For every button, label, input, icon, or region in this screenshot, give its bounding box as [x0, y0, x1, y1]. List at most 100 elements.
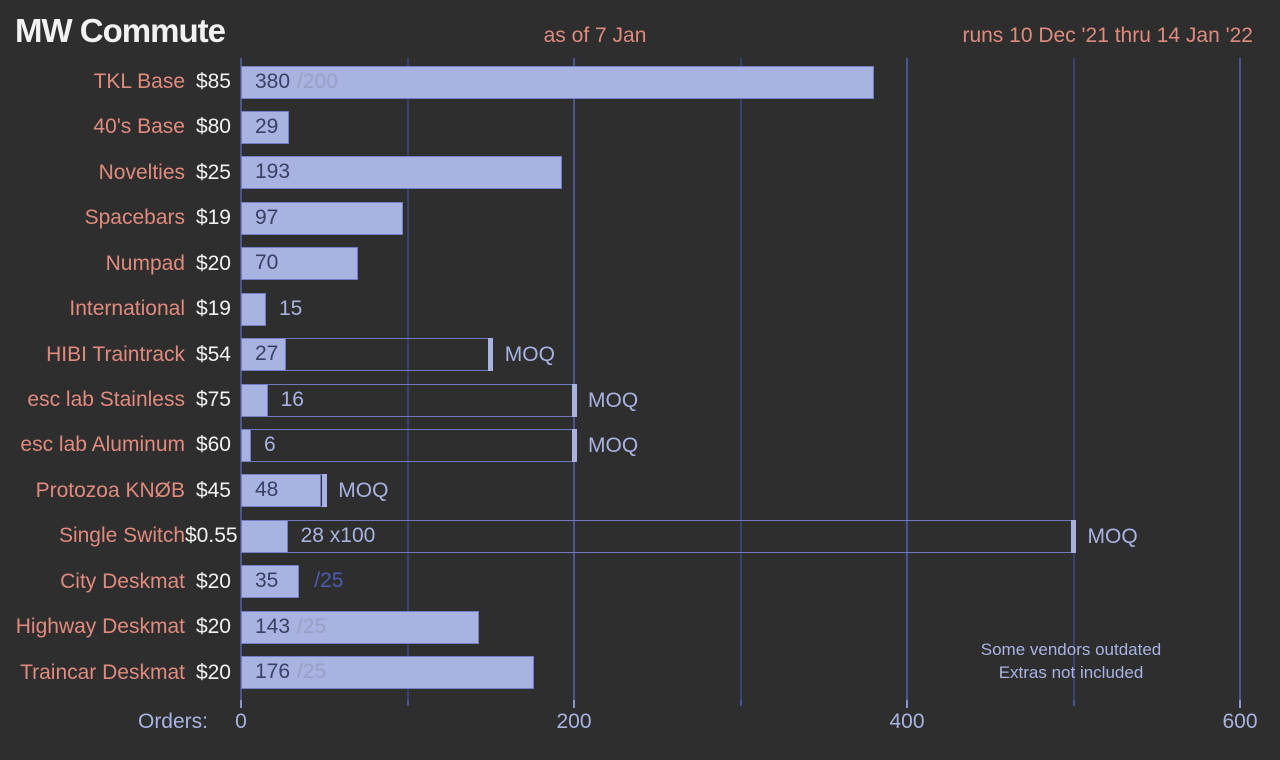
moq-label: MOQ — [588, 433, 639, 457]
gridline-300 — [739, 58, 742, 700]
gridline-500 — [1072, 58, 1075, 700]
moq-outline — [241, 428, 574, 462]
product-price: $0.55 — [185, 524, 238, 548]
product-price: $45 — [195, 478, 231, 502]
bar-value: 35 — [255, 565, 278, 598]
as-of-date: as of 7 Jan — [543, 24, 647, 47]
order-bar — [241, 519, 288, 553]
bar-value-number: 6 — [263, 432, 276, 456]
bar-value: 193 — [255, 156, 290, 189]
gridline-400 — [906, 58, 908, 700]
product-name: Highway Deskmat — [15, 615, 185, 639]
product-name: Novelties — [98, 160, 185, 184]
order-bar — [241, 110, 290, 144]
product-price: $25 — [195, 160, 231, 184]
row-label: Highway Deskmat $20 — [0, 611, 231, 644]
moq-cap — [571, 428, 577, 462]
bar-value: 29 — [255, 111, 278, 144]
product-price: $85 — [195, 70, 231, 93]
axis-tick-0 — [240, 700, 242, 708]
x-axis-title: Orders: — [137, 710, 208, 733]
bar-value-number: 16 — [280, 387, 304, 411]
bar-value: 176/25 — [255, 656, 326, 689]
bar-cap-value: /25 — [297, 614, 327, 638]
order-bar — [241, 156, 563, 190]
row-label: esc lab Aluminum $60 — [0, 429, 231, 462]
bar-value-number: 97 — [255, 205, 279, 229]
bar-value: 6 — [264, 429, 276, 462]
axis-tick-300 — [739, 700, 742, 706]
bar-value: 15 — [279, 293, 302, 326]
product-price: $20 — [195, 251, 231, 275]
footnote-line-2: Extras not included — [998, 663, 1144, 682]
order-bar — [241, 656, 535, 690]
row-label: International $19 — [0, 293, 231, 326]
order-bar — [241, 247, 358, 281]
row-label: HIBI Traintrack $54 — [0, 338, 231, 371]
bar-value-number: 27 — [255, 342, 279, 366]
bar-value-number: 29 — [255, 114, 279, 138]
order-bar — [241, 610, 480, 644]
product-price: $20 — [195, 569, 231, 593]
axis-tick-400 — [906, 700, 908, 708]
bar-value-number: 70 — [255, 251, 279, 275]
order-bar — [241, 201, 403, 235]
product-name: esc lab Aluminum — [20, 433, 185, 457]
row-label: Novelties $25 — [0, 156, 231, 189]
bar-value: 48 — [255, 474, 278, 507]
product-name: TKL Base — [93, 70, 185, 93]
run-dates: runs 10 Dec '21 thru 14 Jan '22 — [962, 24, 1253, 47]
order-bar — [241, 65, 874, 99]
bar-value-number: 380 — [255, 69, 291, 93]
bar-value-number: 176 — [255, 660, 291, 684]
moq-cap — [571, 383, 577, 417]
page-title: MW Commute — [15, 12, 226, 49]
product-name: esc lab Stainless — [27, 388, 185, 411]
x-tick-label-0: 0 — [235, 710, 247, 733]
moq-cap — [321, 474, 327, 508]
x-tick-label-200: 200 — [556, 710, 592, 733]
row-label: Spacebars $19 — [0, 202, 231, 235]
order-bar — [241, 565, 300, 599]
moq-label: MOQ — [338, 479, 389, 503]
bar-value-number: 28 x100 — [300, 523, 376, 547]
product-name: Numpad — [105, 251, 185, 275]
row-label: Traincar Deskmat $20 — [0, 656, 231, 689]
order-bar — [241, 383, 268, 417]
product-name: International — [69, 297, 185, 321]
bar-cap-value: /25 — [297, 660, 327, 684]
product-price: $19 — [195, 206, 231, 230]
product-price: $19 — [195, 297, 231, 321]
moq-cap — [488, 338, 494, 372]
order-bar — [241, 338, 286, 372]
axis-tick-500 — [1072, 700, 1075, 706]
moq-cap — [1071, 519, 1076, 553]
product-name: HIBI Traintrack — [46, 342, 185, 366]
bar-value: 16 — [281, 384, 304, 417]
row-label: Numpad $20 — [0, 247, 231, 280]
row-label: esc lab Stainless $75 — [0, 384, 231, 417]
row-label: 40's Base $80 — [0, 111, 231, 144]
product-price: $54 — [195, 342, 231, 366]
footnote: Some vendors outdated Extras not include… — [981, 638, 1162, 684]
row-label: City Deskmat $20 — [0, 565, 231, 598]
bar-cap-value: /25 — [314, 569, 344, 593]
moq-label: MOQ — [588, 388, 639, 412]
footnote-line-1: Some vendors outdated — [980, 640, 1162, 659]
x-tick-label-400: 400 — [889, 710, 925, 733]
bar-value: 97 — [255, 202, 278, 235]
order-bar — [241, 292, 266, 326]
bar-value: 380/200 — [255, 66, 338, 99]
moq-label: MOQ — [504, 343, 555, 367]
axis-tick-100 — [406, 700, 409, 706]
product-name: Traincar Deskmat — [20, 660, 185, 684]
product-name: Spacebars — [84, 206, 185, 230]
bar-value: 143/25 — [255, 611, 326, 644]
product-price: $20 — [195, 615, 231, 639]
axis-tick-600 — [1239, 700, 1241, 708]
product-name: Protozoa KNØB — [35, 478, 185, 502]
bar-value-number: 193 — [255, 160, 291, 184]
moq-label: MOQ — [1087, 524, 1138, 548]
product-price: $20 — [195, 660, 231, 684]
